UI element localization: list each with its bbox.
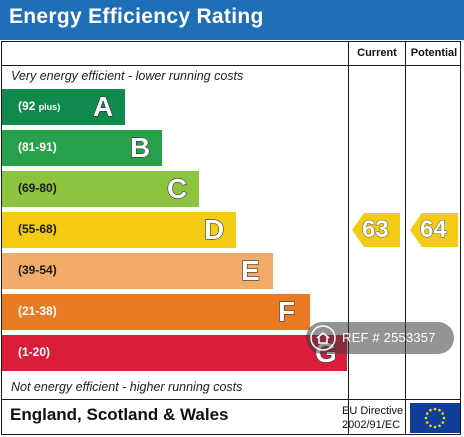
band-d-range: (55-68) [18,222,57,236]
band-a-letter: A [92,90,114,122]
band-b-range: (81-91) [18,140,57,154]
footer-directive: EU Directive 2002/91/EC [342,404,403,432]
current-arrow-shape [352,213,400,247]
band-c-letter: C [166,172,188,204]
flag-star [433,425,437,429]
flag-star [425,421,429,424]
flag-star [441,421,445,424]
band-f-letter: F [277,295,296,327]
band-e-range: (39-54) [18,263,57,277]
band-g-range: (1-20) [18,345,51,359]
band-b: (81-91) B [2,130,162,166]
title-bar: Energy Efficiency Rating [0,0,464,40]
band-a-range: (92 plus) [18,99,61,113]
footer-rule [1,399,461,400]
flag-star [425,412,429,415]
flag-star [438,408,441,412]
eu-flag-icon [410,403,460,433]
band-e-letter: E [240,254,260,286]
band-b-letter: B [129,131,151,163]
flag-star [429,408,432,412]
home-icon [310,325,336,351]
band-f: (21-38) F [2,294,310,330]
band-d-letter: D [203,213,225,245]
watermark: REF # 2553357 [306,322,454,354]
flag-star [442,416,446,420]
band-c-range: (69-80) [18,181,57,195]
flag-star [424,416,428,420]
divider-potential [405,41,406,435]
flag-star [433,407,437,411]
band-d: (55-68) D [2,212,236,248]
chart-frame [1,41,461,435]
band-a: (92 plus) A [2,89,125,125]
band-c: (69-80) C [2,171,199,207]
divider-current [348,41,349,435]
current-rating-value: 63 [362,216,390,244]
flag-star [441,412,445,415]
bottom-note: Not energy efficient - higher running co… [11,380,243,394]
current-column-header: Current [357,47,397,59]
band-g: (1-20)G [2,335,347,371]
flag-star [429,424,432,428]
potential-rating-value: 64 [420,216,448,244]
top-note: Very energy efficient - lower running co… [11,69,244,83]
current-rating-arrow: 63 [352,213,400,247]
watermark-text: REF # 2553357 [342,330,436,345]
chart-title: Energy Efficiency Rating [9,5,264,28]
flag-star [438,424,441,428]
header-rule [1,65,461,66]
directive-line-1: EU Directive [342,405,404,417]
directive-line-2: 2002/91/EC [342,419,401,431]
potential-arrow-shape [410,213,458,247]
band-e: (39-54) E [2,253,273,289]
band-f-range: (21-38) [18,304,57,318]
potential-rating-arrow: 64 [410,213,458,247]
potential-column-header: Potential [410,47,458,59]
footer-region: England, Scotland & Wales [10,405,229,424]
